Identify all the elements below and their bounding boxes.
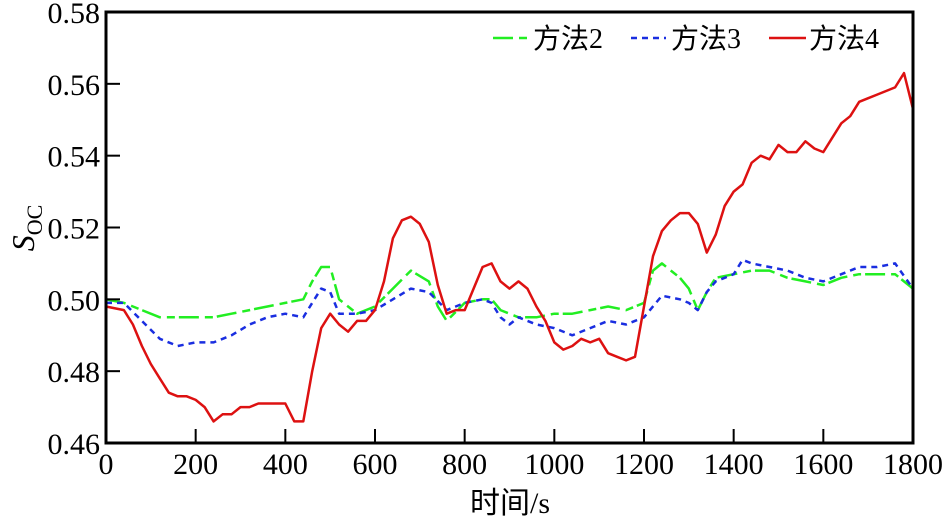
y-tick-label: 0.50 (48, 284, 101, 317)
plot-frame (104, 10, 915, 445)
method2-line (105, 262, 914, 323)
legend-label-method3: 方法3 (671, 23, 741, 55)
x-axis: 0 200 400 600 800 1000 1200 1400 1600 1800 (99, 429, 943, 481)
x-tick-label: 200 (173, 448, 218, 481)
y-tick-label: 0.58 (48, 0, 101, 30)
y-tick-label: 0.46 (48, 428, 101, 461)
x-tick-label: 1800 (883, 448, 943, 481)
y-tick-label: 0.54 (48, 141, 101, 174)
method3-line (106, 258, 915, 348)
x-tick-label: 600 (353, 448, 398, 481)
y-tick-label: 0.48 (48, 356, 101, 389)
x-tick-label: 1200 (614, 448, 674, 481)
x-tick-label: 400 (263, 448, 308, 481)
legend-item-method3: 方法3 (631, 23, 741, 55)
method4-line (105, 71, 915, 423)
x-tick-label: 0 (99, 448, 114, 481)
legend: 方法2 方法3 方法4 (493, 23, 879, 55)
legend-label-method4: 方法4 (809, 23, 879, 55)
x-tick-label: 1000 (524, 448, 584, 481)
legend-item-method2: 方法2 (493, 23, 603, 55)
plot-lines (105, 71, 915, 423)
x-axis-title: 时间/s (470, 487, 550, 520)
y-axis-title-subscript: OC (22, 205, 47, 236)
y-tick-label: 0.52 (48, 213, 101, 246)
y-tick-label: 0.56 (48, 69, 101, 102)
svg-text:SOC: SOC (5, 205, 47, 252)
y-axis-title: SOC (5, 205, 47, 252)
y-axis: 0.46 0.48 0.50 0.52 0.54 0.56 0.58 (48, 0, 120, 461)
legend-label-method2: 方法2 (533, 23, 603, 55)
legend-item-method4: 方法4 (769, 23, 879, 55)
x-tick-label: 1600 (793, 448, 853, 481)
x-tick-label: 1400 (704, 448, 764, 481)
x-tick-label: 800 (442, 448, 487, 481)
y-axis-title-main: S (5, 235, 41, 251)
